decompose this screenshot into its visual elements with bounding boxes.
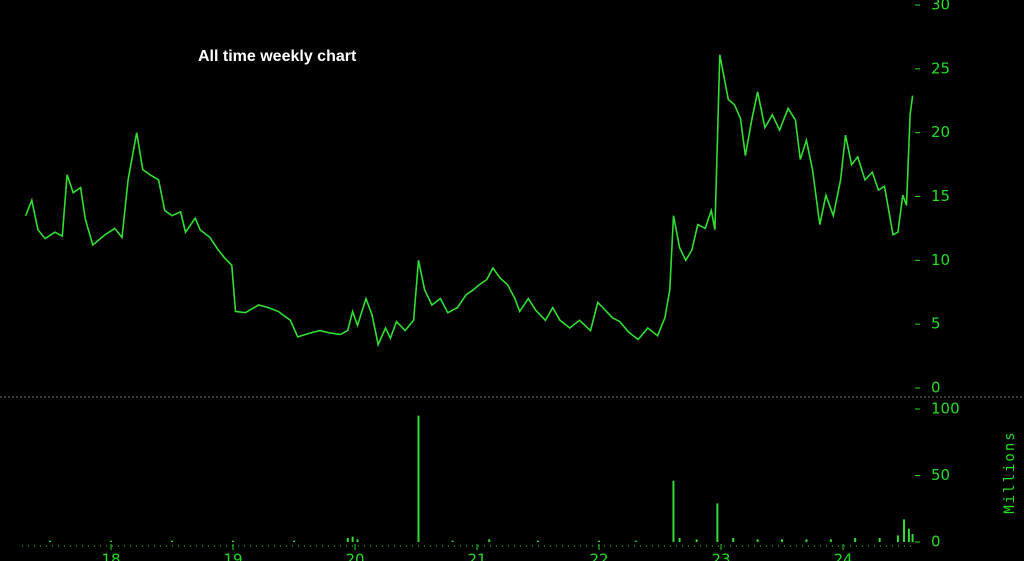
y-tick-label: 15 [931,187,950,205]
y-tick-label: 0 [931,533,941,551]
y-tick-label: 5 [931,315,941,333]
y-tick-label: 25 [931,59,950,77]
y-tick-label: 0 [931,379,941,397]
x-tick-label: 23 [711,551,730,561]
x-tick-label: 22 [589,551,608,561]
y-axis-label: Millions [1002,430,1018,513]
y-tick-label: 10 [931,251,950,269]
y-tick-label: 30 [931,0,950,14]
x-tick-label: 20 [345,551,364,561]
x-tick-label: 24 [833,551,852,561]
x-tick-label: 19 [224,551,243,561]
y-tick-label: 50 [931,466,950,484]
chart-title: All time weekly chart [198,48,357,65]
x-tick-label: 18 [102,551,121,561]
price-line [24,54,914,348]
y-tick-label: 100 [931,400,960,418]
x-tick-label: 21 [467,551,486,561]
y-tick-label: 20 [931,123,950,141]
